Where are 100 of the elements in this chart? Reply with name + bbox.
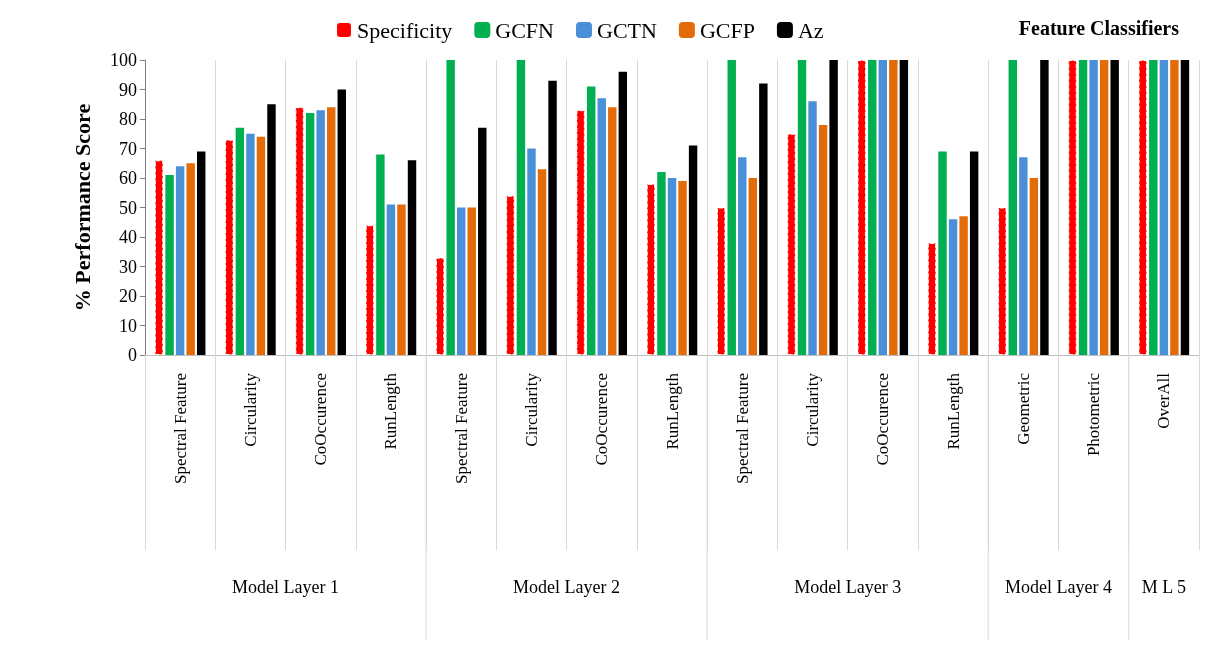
bar — [688, 145, 698, 355]
x-tick-label: Photometric — [1084, 372, 1104, 457]
bar — [969, 151, 979, 355]
bar — [759, 83, 768, 355]
bar — [738, 157, 747, 355]
x-tick-label: Geometric — [1013, 372, 1033, 445]
bar — [1019, 157, 1028, 355]
bar — [1029, 178, 1039, 355]
bar — [716, 207, 726, 355]
bar — [1099, 60, 1109, 355]
bar — [1138, 60, 1147, 355]
bar — [316, 110, 325, 355]
bar — [386, 204, 396, 355]
bar — [646, 183, 656, 355]
bar — [868, 60, 877, 355]
x-tick-label: RunLength — [381, 372, 401, 450]
bar — [1040, 60, 1049, 355]
bar — [657, 172, 666, 355]
bar — [305, 113, 315, 355]
bar — [154, 160, 164, 355]
bar — [397, 204, 406, 355]
legend-label: Specificity — [357, 17, 453, 43]
y-tick-label: 30 — [119, 256, 137, 277]
bar — [938, 151, 947, 355]
x-tick-label: OverAll — [1154, 372, 1174, 429]
bar — [197, 151, 206, 355]
y-tick-label: 50 — [119, 197, 137, 218]
bar — [326, 107, 336, 355]
bar — [267, 104, 276, 355]
bar — [376, 154, 385, 355]
x-tick-label: Circularity — [803, 372, 823, 447]
y-tick-label: 80 — [119, 109, 137, 129]
legend-label: GCFN — [495, 17, 555, 43]
bar — [597, 98, 606, 355]
bar — [808, 101, 817, 355]
bar — [478, 127, 487, 355]
bar — [948, 219, 958, 355]
bar — [678, 180, 687, 355]
legend-title: Feature Classifiers — [1018, 17, 1180, 39]
bar — [1089, 60, 1098, 355]
bar — [467, 207, 476, 355]
bar — [1159, 60, 1169, 355]
x-tick-label: RunLength — [943, 372, 963, 450]
text: Model Layer 1 — [232, 577, 340, 597]
bar — [537, 169, 547, 355]
bar — [256, 136, 266, 355]
bar — [246, 133, 255, 355]
text: Model Layer 4 — [1004, 577, 1112, 597]
bar — [787, 133, 796, 355]
bar — [899, 60, 909, 355]
x-tick-label: Spectral Feature — [732, 373, 752, 484]
bar — [1008, 60, 1018, 355]
x-tick-label: Spectral Feature — [451, 373, 471, 484]
text: Model Layer 2 — [513, 577, 621, 597]
bar — [818, 124, 828, 355]
y-tick-label: 70 — [119, 138, 137, 159]
bar — [1068, 60, 1077, 355]
bar — [667, 178, 677, 355]
bar — [586, 86, 596, 355]
bar — [295, 107, 304, 355]
bar — [235, 127, 245, 355]
x-tick-label: Spectral Feature — [170, 373, 190, 484]
bar — [337, 89, 346, 355]
bar — [889, 60, 898, 355]
bar — [618, 71, 628, 355]
bar — [829, 60, 838, 355]
text: Model Layer 3 — [794, 577, 902, 597]
x-tick-label: CoOccurence — [311, 373, 331, 466]
bar — [165, 175, 174, 355]
y-tick-label: 90 — [119, 79, 137, 100]
bar — [435, 257, 445, 355]
bar — [1078, 60, 1088, 355]
x-tick-label: Circularity — [521, 372, 541, 447]
bar — [1180, 60, 1190, 355]
bar — [365, 225, 375, 355]
bar — [1110, 60, 1119, 355]
x-tick-label: RunLength — [662, 372, 682, 450]
bar — [608, 107, 617, 355]
bar — [959, 216, 968, 355]
bar — [927, 242, 937, 355]
bar — [456, 207, 466, 355]
bar — [225, 139, 234, 355]
x-tick-label: CoOccurence — [592, 373, 612, 466]
bar — [446, 60, 455, 355]
bar — [407, 160, 417, 355]
bar — [576, 110, 585, 355]
y-tick-label: 10 — [119, 315, 137, 336]
text: M L 5 — [1141, 577, 1187, 597]
y-tick-label: 100 — [110, 50, 137, 70]
bar — [797, 60, 807, 355]
y-tick-label: 20 — [119, 286, 137, 306]
legend-label: GCTN — [596, 17, 657, 43]
bar — [186, 163, 195, 355]
y-axis-title: % Performance Score — [69, 103, 95, 312]
bar — [516, 60, 526, 355]
bar — [1170, 60, 1179, 355]
bar — [857, 60, 866, 355]
bar — [998, 207, 1007, 355]
bar — [506, 195, 515, 355]
y-tick-label: 40 — [119, 227, 137, 247]
